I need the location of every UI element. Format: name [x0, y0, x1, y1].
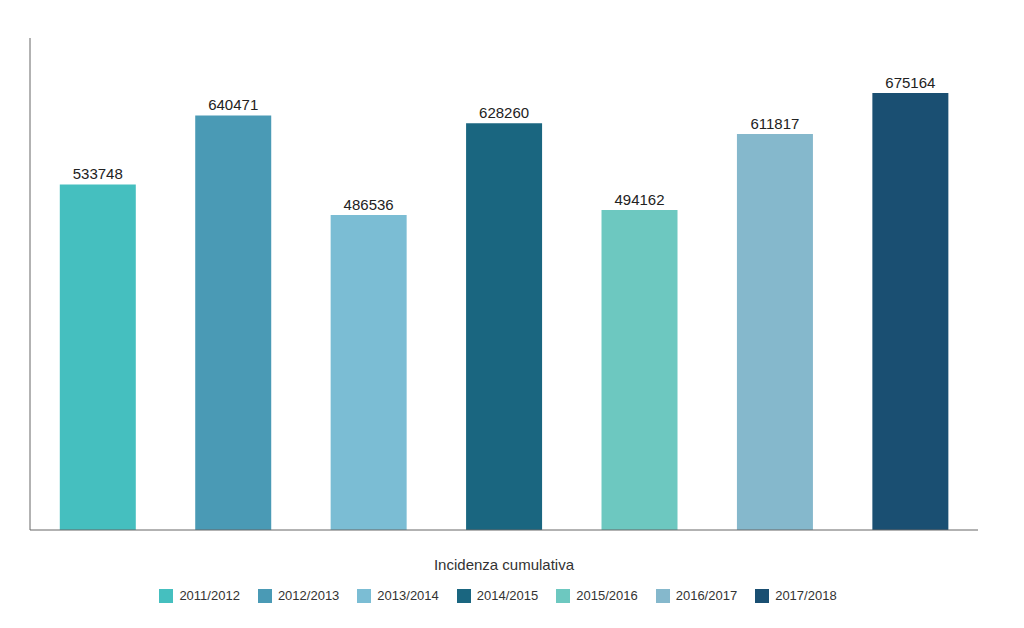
svg-text:628260: 628260	[479, 104, 529, 121]
html-text:2013/2014: 2013/2014	[377, 588, 439, 603]
html-text:2017/2018: 2017/2018	[775, 588, 837, 603]
svg-text:486536: 486536	[344, 196, 394, 213]
svg-text:611817: 611817	[750, 115, 799, 132]
svg-text:640471: 640471	[208, 96, 258, 113]
html-text:2014/2015: 2014/2015	[476, 588, 539, 603]
svg-text:494162: 494162	[614, 191, 664, 208]
svg-text:Incidenza cumulativa: Incidenza cumulativa	[434, 556, 575, 573]
svg-text:533748: 533748	[73, 165, 123, 182]
html-text:2012/2013: 2012/2013	[277, 588, 340, 603]
html-text:2016/2017: 2016/2017	[675, 588, 738, 603]
svg-text:675164: 675164	[885, 74, 935, 91]
html-text:2011/2012: 2011/2012	[179, 588, 240, 603]
html-text:2015/2016: 2015/2016	[576, 588, 638, 603]
